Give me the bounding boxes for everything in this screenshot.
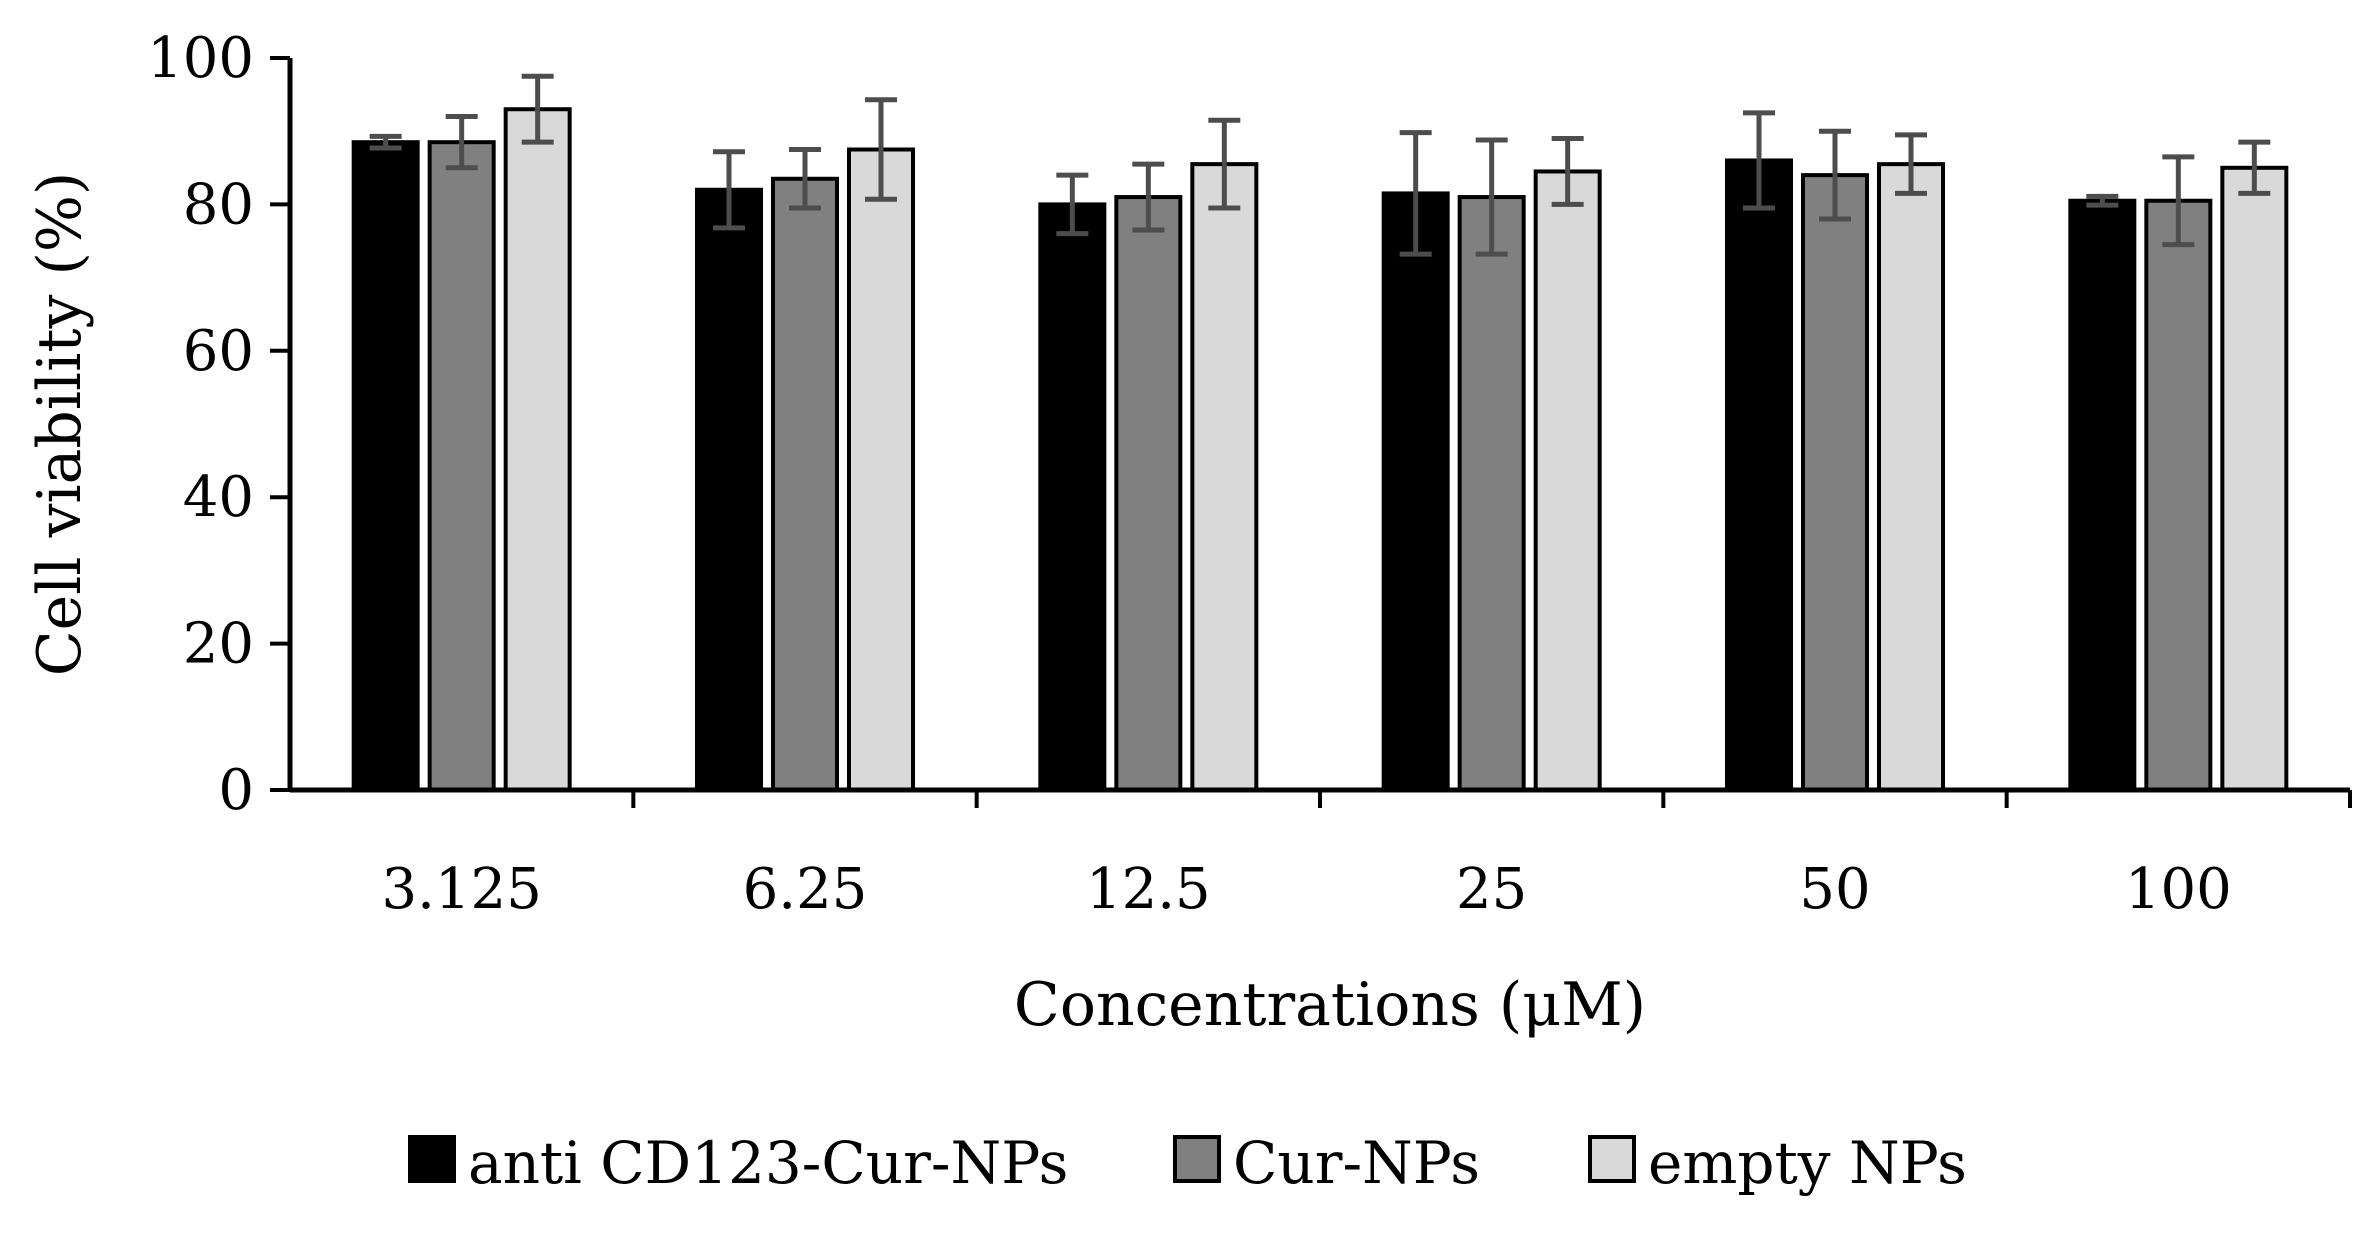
legend-swatch (1588, 1135, 1636, 1183)
bar (503, 107, 572, 793)
y-tick-label: 0 (218, 758, 254, 823)
error-bar (1551, 136, 1584, 207)
bar (1381, 191, 1450, 793)
legend-label: anti CD123-Cur-NPs (468, 1129, 1068, 1197)
bar (771, 176, 839, 792)
bar (1533, 169, 1602, 792)
bar (1038, 202, 1107, 792)
error-bar (1208, 117, 1241, 211)
bar (1114, 195, 1183, 792)
legend-item: Cur-NPs (1173, 1129, 1480, 1197)
x-tick-label: 100 (2125, 857, 2232, 922)
legend-swatch (408, 1135, 456, 1183)
x-axis-title: Concentrations (μM) (1014, 970, 1646, 1040)
error-bar (2162, 154, 2195, 248)
bar (2220, 165, 2289, 793)
legend: anti CD123-Cur-NPs Cur-NPs empty NPs (408, 1129, 1967, 1197)
legend-item: anti CD123-Cur-NPs (408, 1129, 1068, 1197)
axes (287, 58, 2350, 793)
error-bars (369, 73, 2271, 257)
error-bar (2086, 193, 2119, 208)
error-bar (1819, 128, 1851, 222)
bar (427, 140, 496, 792)
error-bar (2238, 139, 2271, 196)
error-bar (369, 133, 402, 151)
bar-series (351, 107, 2289, 793)
x-axis-ticks (631, 790, 2352, 808)
bar (351, 140, 420, 792)
error-bar (789, 147, 821, 211)
error-bar (1895, 132, 1927, 196)
bar (1725, 158, 1793, 793)
legend-swatch (1173, 1135, 1221, 1183)
x-tick-label: 25 (1456, 857, 1527, 922)
bar (1801, 173, 1869, 792)
bar (695, 187, 763, 792)
y-tick-label: 20 (183, 612, 254, 677)
error-bar (1132, 161, 1165, 233)
x-tick-label: 6.25 (743, 857, 868, 922)
x-tick-label: 50 (1799, 857, 1870, 922)
x-axis-tick-labels: 3.125 6.25 12.5 25 50 100 (382, 857, 2232, 922)
error-bar (713, 149, 745, 231)
error-bar (445, 114, 478, 171)
error-bar (1475, 137, 1508, 257)
legend-item: empty NPs (1588, 1129, 1967, 1197)
bar (1877, 162, 1945, 792)
legend-label: empty NPs (1648, 1129, 1967, 1197)
y-axis-title: Cell viability (%) (25, 172, 95, 677)
y-tick-label: 100 (147, 26, 254, 91)
bar (1457, 195, 1526, 792)
error-bar (1743, 110, 1775, 211)
bar (2144, 198, 2213, 793)
x-tick-label: 12.5 (1086, 857, 1211, 922)
x-tick-label: 3.125 (382, 857, 542, 922)
y-tick-label: 80 (183, 172, 254, 237)
legend-label: Cur-NPs (1233, 1129, 1480, 1197)
error-bar (1056, 172, 1089, 237)
error-bar (865, 97, 897, 202)
error-bar (521, 73, 554, 145)
bar (1190, 162, 1259, 792)
y-tick-label: 60 (183, 319, 254, 384)
bar (847, 147, 915, 792)
error-bar (1399, 130, 1432, 257)
bar (2068, 198, 2137, 793)
y-tick-label: 40 (183, 465, 254, 530)
y-axis-ticks: 0 20 40 60 80 100 (147, 26, 290, 823)
